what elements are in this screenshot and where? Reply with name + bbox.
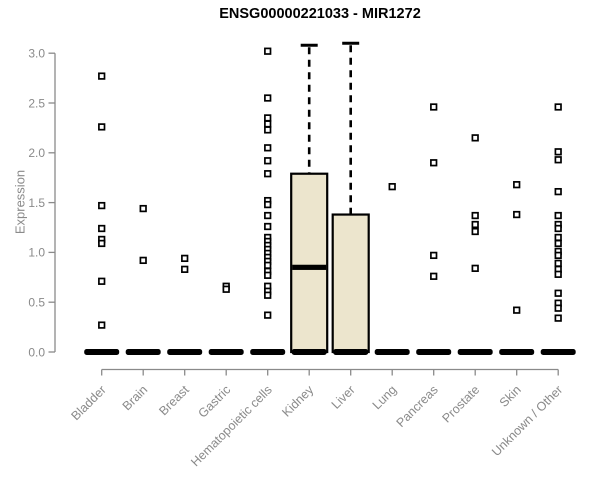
y-tick-label: 1.5 — [28, 196, 45, 210]
outlier-point-hematopoietic-cells — [264, 311, 272, 319]
outlier-point-bladder — [98, 123, 106, 131]
zero-bar-hematopoietic-cells — [250, 349, 286, 355]
outlier-point-skin — [513, 210, 521, 219]
outlier-point-bladder — [98, 277, 106, 285]
x-tick-label-liver: Liver — [329, 383, 358, 412]
y-tick-label: 2.0 — [28, 146, 45, 160]
outlier-point-brain — [139, 204, 147, 213]
box-liver — [331, 213, 370, 354]
outlier-point-unknown-other — [554, 148, 562, 156]
zero-bar-lung — [374, 349, 410, 355]
zero-bar-brain — [125, 349, 161, 355]
chart-title: ENSG00000221033 - MIR1272 — [219, 6, 421, 22]
outlier-point-prostate — [471, 220, 479, 229]
y-tick-label: 3.0 — [28, 47, 45, 61]
outlier-point-breast — [181, 254, 189, 263]
y-tick-label: 2.5 — [28, 96, 45, 110]
outlier-point-hematopoietic-cells — [264, 200, 272, 209]
x-tick-label-hematopoietic-cells: Hematopoietic cells — [188, 383, 275, 470]
outlier-point-hematopoietic-cells — [264, 211, 272, 220]
outlier-point-hematopoietic-cells — [264, 144, 272, 152]
outlier-point-prostate — [471, 211, 479, 220]
outlier-point-unknown-other — [554, 304, 562, 312]
outlier-point-gastric — [222, 285, 230, 293]
outlier-point-unknown-other — [554, 233, 562, 242]
outlier-point-bladder — [98, 239, 106, 248]
outlier-point-hematopoietic-cells — [264, 291, 272, 299]
outlier-point-breast — [181, 265, 189, 273]
outlier-point-unknown-other — [554, 103, 562, 111]
outlier-point-hematopoietic-cells — [264, 94, 272, 102]
outlier-point-hematopoietic-cells — [264, 157, 272, 165]
outlier-point-hematopoietic-cells — [264, 271, 272, 279]
zero-bar-bladder — [84, 349, 120, 355]
outlier-point-unknown-other — [554, 314, 562, 322]
outlier-point-unknown-other — [554, 289, 562, 297]
outlier-point-pancreas — [430, 103, 438, 111]
y-tick-label: 1.0 — [28, 246, 45, 260]
outlier-point-unknown-other — [554, 270, 562, 278]
outlier-point-unknown-other — [554, 251, 562, 260]
zero-bar-gastric — [208, 349, 244, 355]
outlier-point-unknown-other — [554, 211, 562, 220]
outlier-point-hematopoietic-cells — [264, 170, 272, 178]
outlier-point-unknown-other — [554, 239, 562, 248]
outlier-point-bladder — [98, 321, 106, 329]
outlier-point-unknown-other — [554, 224, 562, 233]
outlier-point-hematopoietic-cells — [264, 120, 272, 128]
x-tick-label-lung: Lung — [370, 383, 400, 413]
zero-bar-breast — [167, 349, 203, 355]
outlier-point-hematopoietic-cells — [264, 261, 272, 269]
x-tick-label-bladder: Bladder — [68, 383, 108, 423]
x-tick-label-prostate: Prostate — [439, 383, 482, 426]
outlier-point-skin — [513, 306, 521, 314]
outlier-point-hematopoietic-cells — [264, 114, 272, 122]
x-tick-label-unknown-other: Unknown / Other — [489, 383, 565, 459]
x-tick-label-kidney: Kidney — [279, 382, 316, 419]
outlier-point-pancreas — [430, 272, 438, 280]
zero-bar-pancreas — [416, 349, 452, 355]
outlier-point-unknown-other — [554, 259, 562, 268]
outlier-point-pancreas — [430, 159, 438, 167]
outlier-point-unknown-other — [554, 156, 562, 164]
zero-bar-unknown-other — [540, 349, 576, 355]
outlier-point-prostate — [471, 264, 479, 272]
outlier-point-bladder — [98, 201, 106, 210]
median-line-kidney — [292, 264, 327, 270]
zero-bar-skin — [499, 349, 535, 355]
x-tick-label-skin: Skin — [497, 383, 524, 410]
outlier-point-lung — [388, 183, 396, 191]
outlier-point-hematopoietic-cells — [264, 222, 272, 231]
zero-bar-liver — [333, 349, 369, 355]
outlier-point-hematopoietic-cells — [264, 126, 272, 134]
box-kidney — [290, 172, 329, 354]
x-tick-label-breast: Breast — [156, 382, 192, 418]
y-tick-label: 0.0 — [28, 345, 45, 359]
x-tick-label-gastric: Gastric — [195, 383, 233, 421]
outlier-point-bladder — [98, 72, 106, 80]
zero-bar-kidney — [291, 349, 327, 355]
outlier-point-hematopoietic-cells — [264, 47, 272, 55]
outlier-point-prostate — [471, 134, 479, 142]
outlier-point-brain — [139, 256, 147, 265]
outlier-point-prostate — [471, 227, 479, 236]
outlier-point-unknown-other — [554, 187, 562, 196]
outlier-point-bladder — [98, 224, 106, 233]
x-tick-label-pancreas: Pancreas — [394, 383, 441, 430]
y-tick-label: 0.5 — [28, 296, 45, 310]
x-tick-label-brain: Brain — [120, 383, 151, 414]
outlier-point-pancreas — [430, 251, 438, 260]
zero-bar-prostate — [457, 349, 493, 355]
outlier-point-skin — [513, 181, 521, 189]
